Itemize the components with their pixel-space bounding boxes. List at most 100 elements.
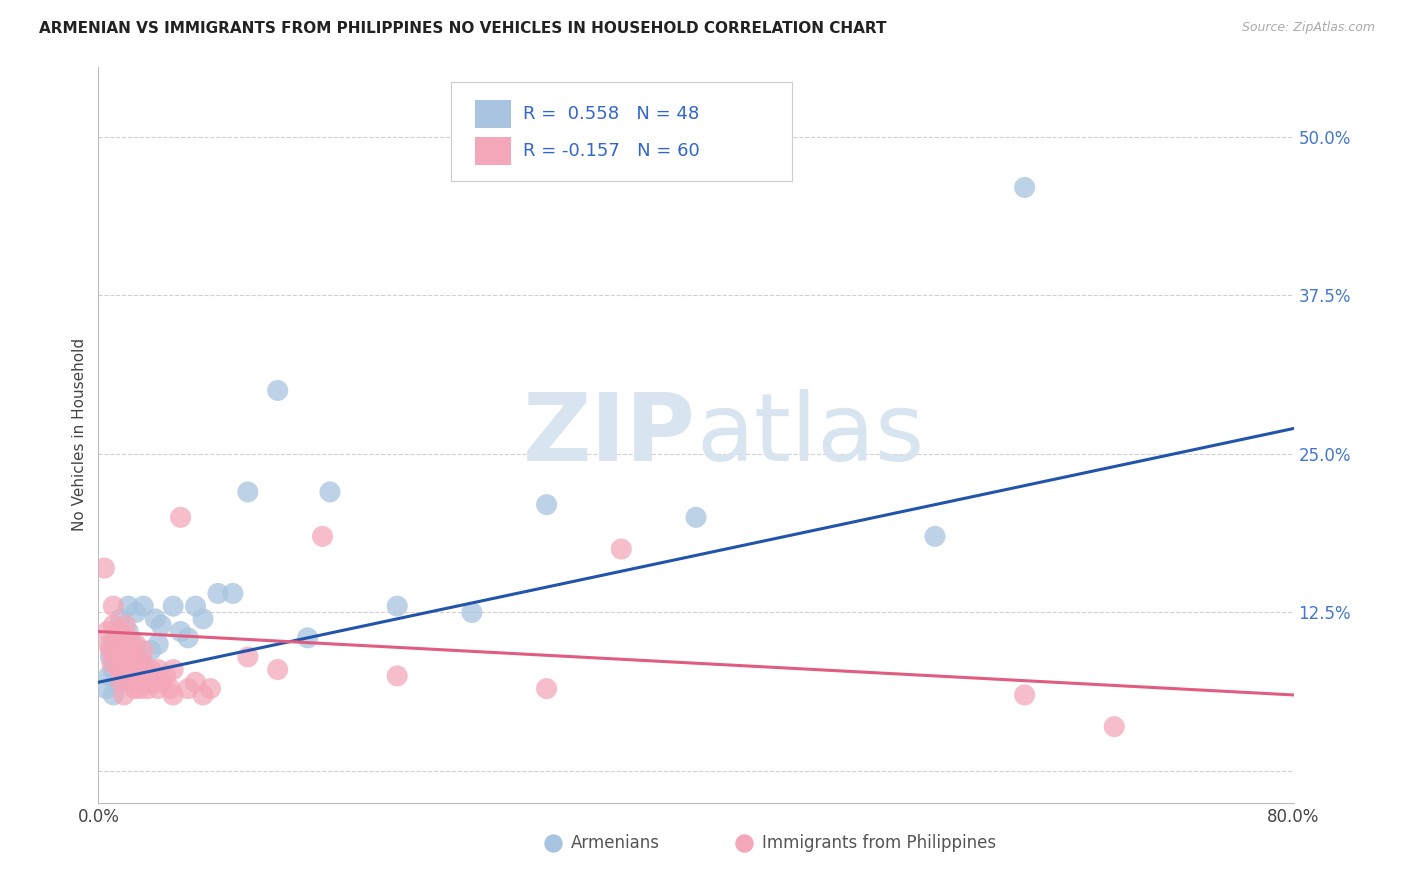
Point xyxy=(143,669,166,683)
Text: ARMENIAN VS IMMIGRANTS FROM PHILIPPINES NO VEHICLES IN HOUSEHOLD CORRELATION CHA: ARMENIAN VS IMMIGRANTS FROM PHILIPPINES … xyxy=(39,21,887,37)
Point xyxy=(103,599,125,614)
Point xyxy=(120,643,142,657)
Point xyxy=(385,669,409,683)
Point xyxy=(148,663,170,677)
Text: Immigrants from Philippines: Immigrants from Philippines xyxy=(762,834,995,852)
Point xyxy=(162,663,184,677)
Y-axis label: No Vehicles in Household: No Vehicles in Household xyxy=(72,338,87,532)
Point xyxy=(162,688,184,702)
Point xyxy=(101,637,124,651)
Point xyxy=(110,675,132,690)
Point xyxy=(105,649,128,664)
Point xyxy=(267,663,290,677)
Point xyxy=(129,657,152,671)
Point xyxy=(111,669,134,683)
Point xyxy=(894,834,917,848)
Point xyxy=(112,688,135,702)
Point xyxy=(94,681,117,696)
Point xyxy=(110,624,132,639)
Point xyxy=(112,669,135,683)
Point xyxy=(1014,688,1036,702)
Point xyxy=(104,657,127,671)
Point xyxy=(236,485,259,500)
Point xyxy=(461,606,484,620)
Point xyxy=(162,599,184,614)
Point xyxy=(110,657,132,671)
Point xyxy=(107,643,129,657)
Point xyxy=(108,663,131,677)
Point xyxy=(143,612,166,626)
Text: Armenians: Armenians xyxy=(571,834,659,852)
FancyBboxPatch shape xyxy=(475,100,510,128)
Point xyxy=(536,498,558,512)
Point xyxy=(117,631,139,645)
Point xyxy=(117,643,139,657)
Point xyxy=(98,643,122,657)
Point xyxy=(184,599,207,614)
Text: R =  0.558   N = 48: R = 0.558 N = 48 xyxy=(523,105,699,123)
Point xyxy=(200,681,222,696)
Point xyxy=(159,681,181,696)
Point xyxy=(155,669,177,683)
Point xyxy=(132,599,155,614)
Point xyxy=(97,637,120,651)
Point xyxy=(129,681,152,696)
Point xyxy=(117,663,139,677)
Point xyxy=(110,643,132,657)
Point xyxy=(685,510,707,524)
Point xyxy=(120,669,142,683)
Point xyxy=(139,663,162,677)
Point xyxy=(93,561,115,575)
Point xyxy=(125,606,148,620)
Point xyxy=(1104,720,1126,734)
Point xyxy=(222,586,245,600)
Point xyxy=(139,675,162,690)
Point xyxy=(184,675,207,690)
Point xyxy=(103,618,125,632)
Point xyxy=(132,657,155,671)
Point xyxy=(110,663,132,677)
Point xyxy=(297,631,319,645)
Point xyxy=(98,649,122,664)
Point xyxy=(655,834,678,848)
FancyBboxPatch shape xyxy=(451,81,792,181)
Point xyxy=(105,675,128,690)
Text: R = -0.157   N = 60: R = -0.157 N = 60 xyxy=(523,142,699,160)
Point xyxy=(114,649,136,664)
Point xyxy=(132,669,155,683)
Point xyxy=(110,631,132,645)
Point xyxy=(121,637,143,651)
Point xyxy=(110,612,132,626)
Point xyxy=(177,681,200,696)
Point xyxy=(191,612,214,626)
Point xyxy=(536,681,558,696)
Point xyxy=(169,510,191,524)
Point xyxy=(128,669,150,683)
Point xyxy=(125,675,148,690)
Point xyxy=(114,649,136,664)
Point xyxy=(177,631,200,645)
Point xyxy=(136,681,159,696)
Point xyxy=(110,643,132,657)
Point xyxy=(114,637,136,651)
Point xyxy=(924,529,946,543)
Point xyxy=(150,618,173,632)
Point xyxy=(125,657,148,671)
Point xyxy=(117,663,139,677)
Point xyxy=(103,643,125,657)
Text: atlas: atlas xyxy=(696,389,924,481)
Point xyxy=(311,529,333,543)
Point xyxy=(117,624,139,639)
Point xyxy=(103,688,125,702)
Point xyxy=(117,599,139,614)
Point xyxy=(139,643,162,657)
Point xyxy=(114,637,136,651)
Point xyxy=(267,384,290,398)
Point xyxy=(148,681,170,696)
Point xyxy=(117,643,139,657)
Point xyxy=(124,681,146,696)
Point xyxy=(101,657,124,671)
Point xyxy=(207,586,229,600)
Point xyxy=(148,637,170,651)
Point xyxy=(125,649,148,664)
